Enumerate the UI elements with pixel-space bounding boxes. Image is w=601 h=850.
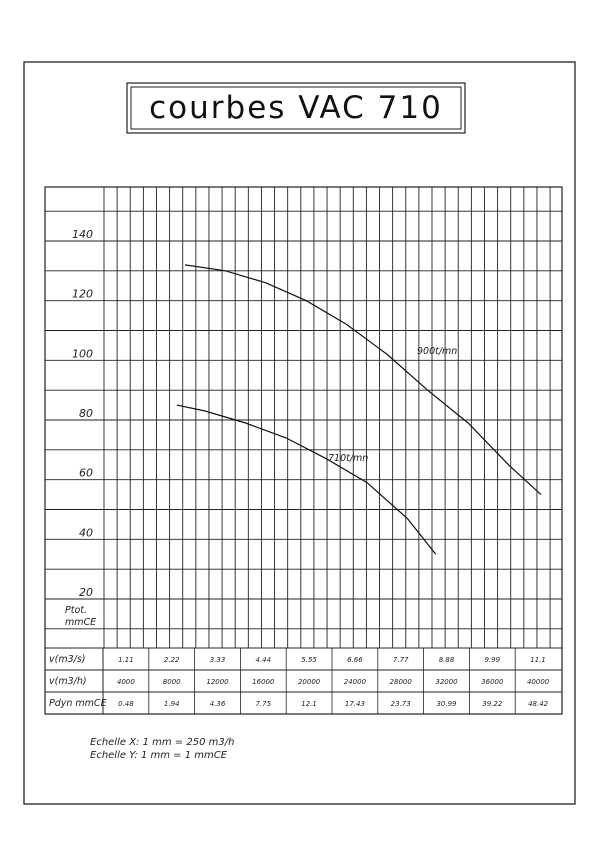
table-cell: 7.77 — [393, 656, 409, 664]
table-cell: 36000 — [481, 678, 504, 686]
y-tick-label: 40 — [79, 526, 93, 539]
table-cell: 9.99 — [485, 656, 501, 664]
title-frame-outer — [126, 82, 466, 134]
table-cell: 1.94 — [164, 700, 180, 708]
title-frame-inner — [130, 86, 462, 130]
table-cell: 32000 — [435, 678, 458, 686]
table-cell: 0.48 — [118, 700, 134, 708]
title-box: courbes VAC 710 — [126, 82, 466, 134]
y-axis-label: Ptot. mmCE — [65, 605, 96, 628]
curve-line — [184, 264, 542, 496]
y-tick-label: 120 — [72, 288, 93, 301]
curve-label: 900t/mn — [417, 346, 457, 357]
table-row-label: Pdyn mmCE — [49, 698, 107, 709]
table-cell: 30.99 — [436, 700, 457, 708]
table-cell: 8000 — [163, 678, 181, 686]
table-cell: 17.43 — [345, 700, 365, 708]
scale-notes: Echelle X: 1 mm = 250 m3/h Echelle Y: 1 … — [90, 737, 234, 761]
table-cell: 5.55 — [301, 656, 317, 664]
table-cell: 39.22 — [482, 700, 503, 708]
y-axis-label-line1: Ptot. — [65, 605, 87, 616]
table-cell: 8.88 — [439, 656, 455, 664]
y-tick-label: 80 — [79, 407, 93, 420]
table-cell: 40000 — [527, 678, 550, 686]
scale-note-x: Echelle X: 1 mm = 250 m3/h — [90, 737, 234, 748]
table-cell: 4000 — [117, 678, 135, 686]
curve-label: 710t/mn — [328, 453, 368, 464]
y-axis-label-line2: mmCE — [65, 617, 96, 628]
y-tick-label: 140 — [72, 228, 93, 241]
table-cell: 48.42 — [528, 700, 549, 708]
table-cell: 20000 — [298, 678, 321, 686]
table-cell: 2.22 — [164, 656, 180, 664]
curve-line — [176, 404, 437, 555]
table-cell: 4.36 — [210, 700, 226, 708]
y-tick-label: 20 — [79, 586, 93, 599]
data-table: v(m3/s) 1.11 2.22 3.33 4.44 5.55 6.66 7.77 8.88 9… — [45, 647, 562, 715]
table-cell: 12.1 — [301, 700, 317, 708]
y-tick-labels: 140 120 100 80 60 40 20 — [72, 228, 93, 599]
curves: 900t/mn 710t/mn — [176, 264, 542, 555]
table-row-label: v(m3/s) — [49, 654, 85, 665]
grid — [45, 187, 562, 648]
table-cell: 4.44 — [256, 656, 272, 664]
table-cell: 11.1 — [530, 656, 546, 664]
table-cell: 12000 — [206, 678, 229, 686]
table-cell: 24000 — [344, 678, 367, 686]
y-tick-label: 100 — [72, 347, 93, 360]
table-cell: 7.75 — [256, 700, 272, 708]
table-cell: 28000 — [390, 678, 413, 686]
chart-title: courbes VAC 710 — [149, 90, 443, 126]
y-tick-label: 60 — [79, 467, 93, 480]
table-cell: 1.11 — [118, 656, 134, 664]
table-row-label: v(m3/h) — [49, 676, 87, 687]
table-cell: 3.33 — [210, 656, 226, 664]
page-border — [23, 61, 576, 805]
scale-note-y: Echelle Y: 1 mm = 1 mmCE — [90, 750, 228, 761]
table-cell: 23.73 — [391, 700, 411, 708]
table-cell: 6.66 — [347, 656, 363, 664]
table-cell: 16000 — [252, 678, 275, 686]
